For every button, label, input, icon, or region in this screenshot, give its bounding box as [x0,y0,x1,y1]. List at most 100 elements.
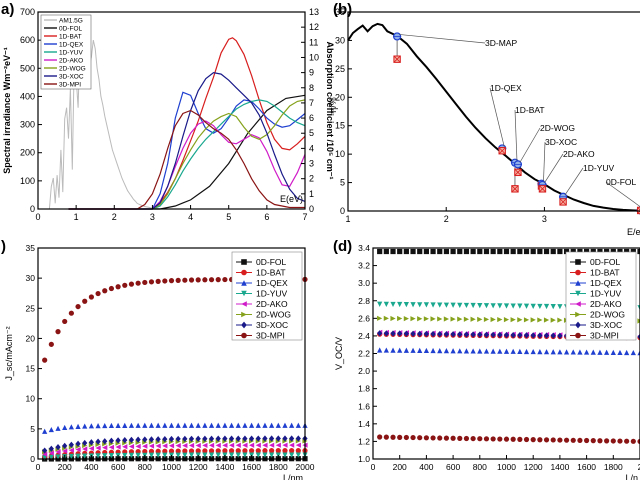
data-marker [82,439,88,447]
data-marker [262,435,268,442]
data-marker [390,248,396,255]
data-marker [604,349,610,355]
data-marker [557,317,563,323]
data-marker [397,330,403,337]
data-marker [182,435,188,442]
data-marker [108,285,115,292]
data-marker [457,302,463,308]
x-tick-label: 1800 [604,462,623,472]
data-marker [215,277,221,283]
y2-tick-label: 8 [309,83,314,93]
data-marker [624,248,630,255]
data-marker [430,248,436,255]
legend-marker [575,332,581,339]
data-marker [537,437,543,443]
panel-letter: (d) [333,238,352,255]
y-tick-label: 15 [26,364,36,374]
legend-label: 1D-BAT [59,34,82,41]
data-marker [269,435,275,442]
data-marker [162,443,168,449]
data-marker [377,248,383,255]
data-marker [410,330,416,337]
data-marker [523,317,530,323]
data-marker [215,442,221,448]
data-marker [242,448,248,454]
actual-point-cross [498,147,506,155]
data-marker [222,422,228,428]
data-marker [590,248,596,255]
data-marker [102,422,108,429]
legend-label: 1D-YUV [256,289,288,299]
data-marker [377,434,383,440]
data-marker [269,452,275,458]
data-marker [249,422,255,428]
data-marker [75,440,81,447]
data-marker [510,248,516,255]
data-marker [377,301,383,307]
series-line-3d-xoc [68,71,306,210]
legend-marker [575,280,581,286]
data-point-group: 2D-AKO [538,149,595,193]
data-marker [188,422,195,428]
point-label: 1D-QEX [490,83,522,93]
data-marker [637,305,640,311]
y-tick-label: 2.0 [358,366,370,376]
data-marker [570,349,576,355]
data-marker [95,438,101,445]
x-tick-label: 400 [419,462,433,472]
data-marker [88,294,94,300]
data-marker [122,444,128,450]
legend-marker [241,280,247,286]
data-marker [62,442,68,449]
data-marker [457,248,463,255]
legend-label: 2D-WOG [256,310,291,320]
data-marker [483,331,490,338]
y-tick-label: 1.0 [358,454,370,464]
actual-point-cross [393,55,401,63]
data-marker [82,298,88,304]
y-tick-label: 15 [335,121,345,131]
legend-label: 1D-QEX [256,278,288,288]
data-marker [430,330,436,338]
data-marker [443,248,450,255]
callout-arrow [489,87,505,147]
data-marker [175,422,181,428]
legend-label: 3D-MPI [256,331,285,341]
y2-axis-label: Absorption coefficient /10⁵ cm⁻¹ [325,42,335,180]
legend-marker [241,259,247,265]
data-marker [102,438,108,445]
data-marker [42,447,48,454]
data-marker [377,347,383,353]
x-tick-label: 1400 [215,462,234,472]
data-marker [295,452,301,458]
data-marker [584,248,590,255]
data-marker [624,438,630,444]
data-marker [48,450,54,456]
data-marker [282,435,288,442]
y-axis-label: Spectral irradiance Wm⁻²eV⁻¹ [2,47,12,174]
data-marker [155,422,161,428]
data-marker [289,435,295,442]
legend-label: 3D-XOC [59,74,84,81]
data-marker [517,348,523,355]
data-marker [423,435,429,441]
point-label: 2D-AKO [563,149,595,159]
data-marker [597,438,603,444]
data-marker [530,317,536,323]
y-tick-label: 2.8 [358,296,370,306]
data-marker [282,422,288,428]
legend-marker [575,321,581,329]
data-marker [228,422,235,428]
legend-label: 2D-AKO [590,299,622,309]
data-marker [410,248,416,255]
data-marker [215,448,221,454]
actual-point-cross [514,169,522,176]
data-marker [610,248,616,255]
data-marker [208,435,215,442]
series-0d-fol [377,248,640,255]
data-marker [523,248,530,255]
data-marker [457,316,463,322]
data-marker [235,448,241,454]
data-marker [470,435,476,442]
y2-tick-label: 13 [309,7,319,17]
